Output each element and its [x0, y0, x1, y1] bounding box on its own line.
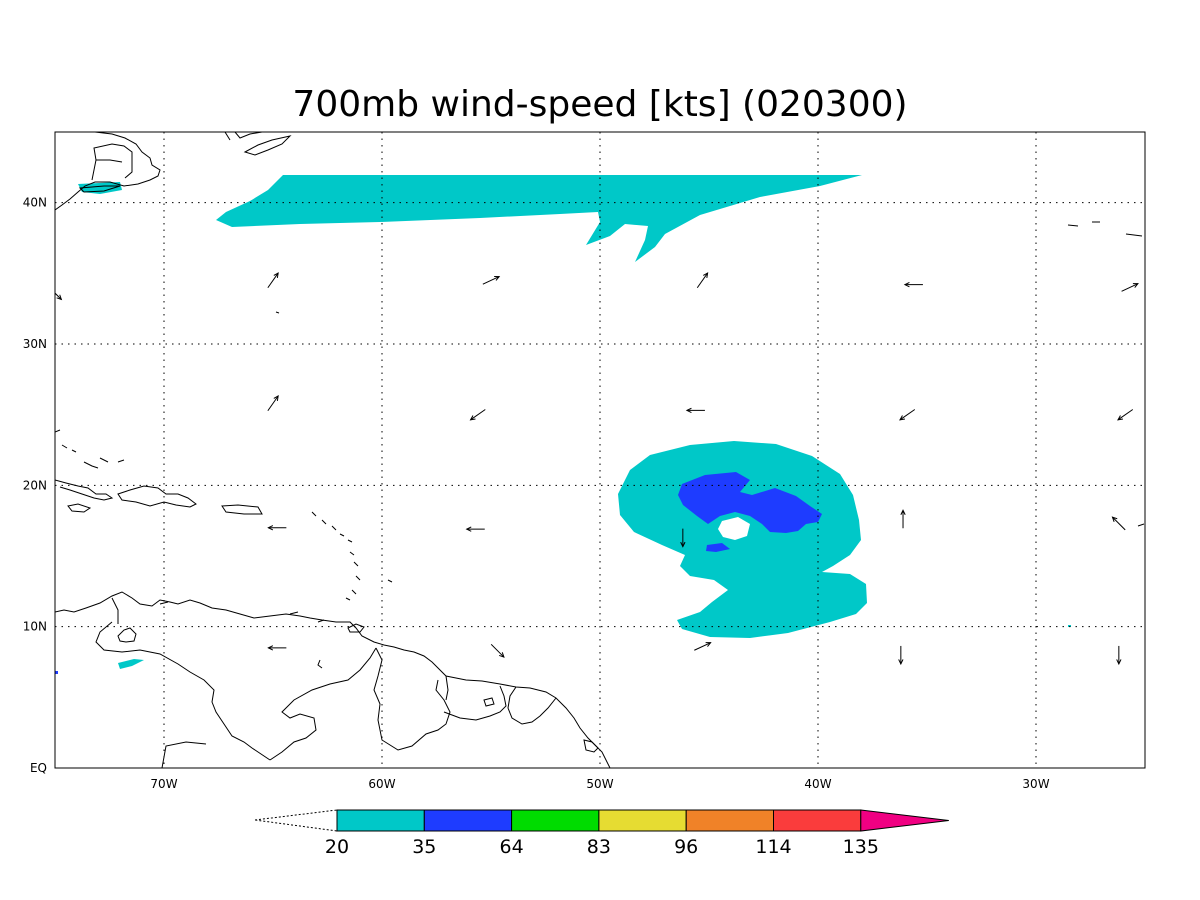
colorbar-level-label: 35: [412, 836, 436, 858]
wind-arrow: [898, 645, 904, 666]
map-frame: [54, 131, 1146, 769]
lat-tick-label: EQ: [30, 761, 47, 775]
colorbar-level-label: 96: [674, 836, 698, 858]
west-edge-speck: [55, 671, 58, 674]
wind-arrow: [680, 528, 686, 548]
lon-tick-label: 30W: [1022, 777, 1049, 791]
border-suriname: [443, 675, 507, 721]
colorbar-box: [773, 809, 862, 832]
wind-arrow: [685, 407, 705, 414]
storm-core-shading: [678, 472, 822, 533]
wind-arrow: [696, 272, 709, 289]
lon-tick-label: 40W: [804, 777, 831, 791]
coastlines: [55, 132, 1145, 768]
wind-arrow: [903, 282, 923, 288]
wind-arrow: [465, 526, 485, 532]
colorbar-box: [685, 809, 775, 832]
border-french-guiana: [507, 686, 557, 725]
colorbar-level-label: 83: [587, 836, 611, 858]
colorbar-level-label: 20: [325, 836, 349, 858]
coastline-trinidad: [347, 623, 365, 633]
wind-arrow: [900, 509, 906, 529]
latitude-tick-labels: EQ 10N 20N 30N 40N: [23, 196, 47, 775]
jet-streak-shading: [216, 175, 862, 262]
border-guyana: [373, 647, 451, 751]
coastline-amazon-mouth: [583, 739, 599, 753]
colorbar-left-triangle: [254, 809, 338, 832]
wind-arrow: [899, 409, 916, 421]
colorbar-box: [598, 809, 687, 832]
coastline-lake-maracaibo: [111, 597, 137, 643]
colorbar-box: [336, 809, 425, 832]
wind-arrow: [490, 643, 505, 658]
wind-arrow: [1121, 283, 1139, 292]
wind-arrow: [1117, 409, 1134, 421]
colorbar-level-label: 64: [500, 836, 524, 858]
wind-shading-35-64: [678, 472, 822, 552]
us-state-lines: [91, 143, 133, 181]
coastline-hispaniola: [117, 485, 197, 508]
coastline-azores: [1067, 221, 1143, 237]
storm-eye: [718, 517, 750, 540]
colorbar-boxes: [336, 809, 949, 832]
colorbar: 20 35 64 83 96 114 135: [254, 809, 949, 858]
wind-arrow: [482, 276, 501, 285]
wind-arrow: [1111, 516, 1126, 531]
map-title: 700mb wind-speed [kts] (020300): [292, 84, 907, 125]
coastline-long-island: [78, 185, 121, 193]
coastline-cape-verde: [1137, 523, 1145, 527]
lat-tick-label: 20N: [23, 478, 47, 492]
colorbar-level-label: 114: [755, 836, 791, 858]
coastline-bahamas: [55, 429, 125, 469]
colombia-shading: [118, 659, 144, 669]
lon-tick-label: 50W: [586, 777, 613, 791]
east-speck: [1068, 625, 1071, 627]
wind-arrow: [267, 272, 279, 289]
lat-tick-label: 40N: [23, 196, 47, 210]
storm-core-fragment: [706, 543, 730, 552]
coastline-island-lake: [483, 697, 495, 707]
colorbar-level-label: 135: [843, 836, 879, 858]
border-venezuela-colombia: [95, 621, 271, 761]
coastline-puerto-rico: [221, 504, 263, 515]
colorbar-right-triangle: [860, 809, 949, 832]
coastline-jamaica: [67, 503, 92, 513]
lon-tick-label: 70W: [150, 777, 177, 791]
lat-tick-label: 30N: [23, 337, 47, 351]
wind-arrow: [267, 395, 279, 412]
map-content: [55, 132, 1145, 768]
border-venezuela-brazil: [269, 647, 377, 761]
coastline-nova-scotia: [243, 135, 292, 156]
wind-arrow: [469, 409, 486, 421]
wind-arrow: [1116, 645, 1122, 666]
coastline-bermuda: [275, 311, 280, 314]
new-york-shading: [78, 182, 122, 194]
wind-arrow: [267, 525, 287, 531]
coastline-northeast-us: [55, 132, 161, 211]
longitude-tick-labels: 70W 60W 50W 40W 30W: [150, 777, 1049, 791]
wind-arrow: [267, 645, 287, 651]
lon-tick-label: 60W: [368, 777, 395, 791]
colorbar-box: [423, 809, 513, 832]
coastline-south-america: [55, 591, 611, 768]
wind-arrow: [694, 642, 712, 651]
colorbar-box: [511, 809, 600, 832]
wind-arrow: [55, 292, 63, 301]
colorbar-labels: 20 35 64 83 96 114 135: [325, 836, 879, 858]
wind-vectors: [55, 272, 1139, 666]
coastline-newfoundland: [224, 132, 263, 141]
coastline-lesser-antilles: [311, 511, 393, 601]
coastline-small-islands: [159, 601, 325, 669]
lat-tick-label: 10N: [23, 620, 47, 634]
